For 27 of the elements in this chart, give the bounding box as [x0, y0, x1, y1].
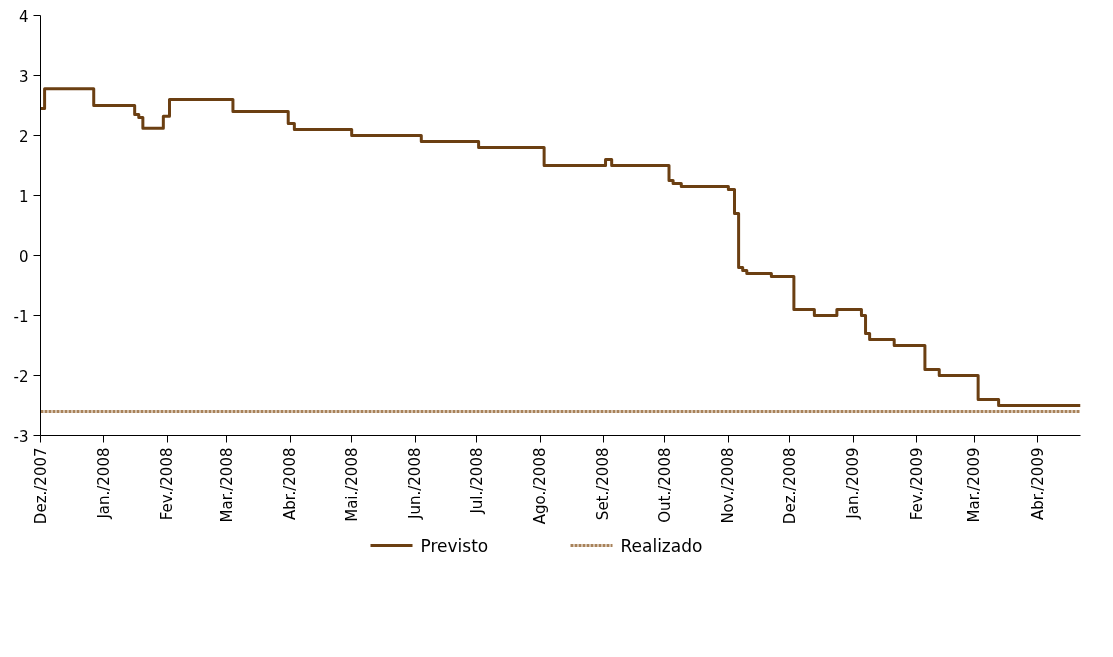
x-tick-label: Abr./2008: [281, 447, 300, 521]
y-tick-label: 0: [18, 247, 29, 266]
x-tick-label: Nov./2008: [719, 447, 738, 524]
x-tick-label: Set./2008: [594, 447, 613, 521]
x-tick-label: Out./2008: [655, 447, 674, 523]
y-tick-label: -1: [13, 307, 29, 326]
y-tick-label: 4: [18, 7, 29, 26]
y-tick-label: -2: [13, 367, 29, 386]
x-tick-label: Mai./2008: [342, 447, 361, 522]
x-tick-label: Jul./2008: [467, 447, 486, 515]
x-tick-label: Abr./2009: [1028, 447, 1047, 521]
x-tick-label: Dez./2007: [31, 447, 50, 525]
x-tick-label: Jan./2008: [94, 447, 113, 520]
x-tick-label: Mar./2008: [217, 447, 236, 523]
x-tick-label: Dez./2008: [780, 447, 799, 525]
x-tick-label: Jun./2008: [406, 447, 425, 520]
x-tick-label: Jan./2009: [844, 447, 863, 520]
legend-label: Realizado: [620, 535, 703, 556]
legend-label: Previsto: [420, 535, 489, 556]
x-tick-label: Fev./2008: [158, 447, 177, 521]
y-tick-label: 3: [18, 67, 29, 86]
x-tick-label: Fev./2009: [907, 447, 926, 521]
y-tick-label: -3: [13, 427, 29, 446]
x-tick-label: Mar./2009: [965, 447, 984, 523]
y-tick-label: 1: [18, 187, 29, 206]
x-tick-label: Ago./2008: [531, 447, 550, 525]
y-tick-label: 2: [18, 127, 29, 146]
